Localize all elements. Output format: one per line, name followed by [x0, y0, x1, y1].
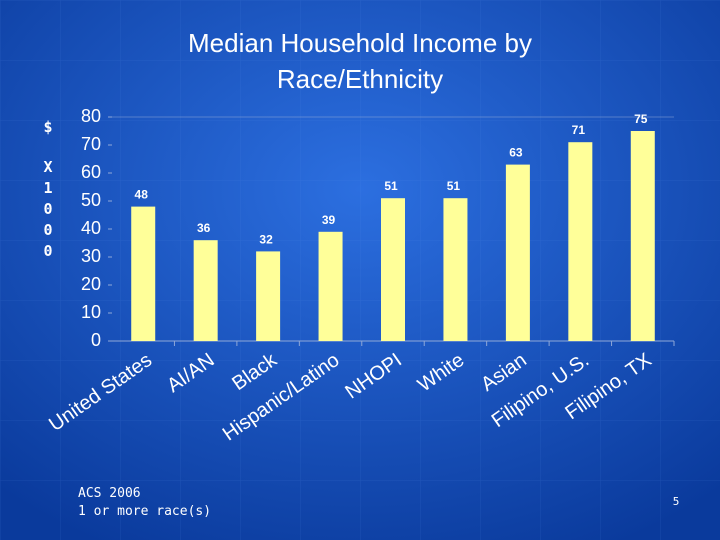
y-tick-label: 0 [91, 330, 101, 350]
value-label: 48 [135, 188, 149, 202]
value-label: 75 [634, 112, 648, 126]
value-label: 51 [447, 179, 461, 193]
value-label: 32 [259, 232, 273, 246]
note: 1 or more race(s) [78, 504, 211, 519]
page-number: 5 [673, 495, 680, 508]
bar [318, 231, 343, 341]
bar [193, 240, 218, 341]
value-label: 36 [197, 221, 211, 235]
y-tick-label: 20 [81, 274, 101, 294]
y-tick-label: 10 [81, 302, 101, 322]
value-label: 51 [384, 179, 398, 193]
y-tick-label: 40 [81, 218, 101, 238]
y-tick-label: 30 [81, 246, 101, 266]
value-label: 39 [322, 213, 336, 227]
value-label: 63 [509, 146, 523, 160]
note: ACS 2006 [78, 486, 141, 501]
bar [568, 142, 593, 341]
bar [381, 198, 405, 341]
bar [630, 131, 655, 341]
y-label-unit: $ [43, 118, 52, 136]
bar [256, 251, 281, 341]
y-tick-label: 50 [81, 190, 101, 210]
y-tick-label: 80 [81, 106, 101, 126]
bar [505, 164, 530, 341]
bar [443, 198, 468, 341]
y-tick-label: 70 [81, 134, 101, 154]
title-line: Race/Ethnicity [277, 64, 443, 94]
title-line: Median Household Income by [188, 28, 532, 58]
y-tick-label: 60 [81, 162, 101, 182]
value-label: 71 [572, 123, 586, 137]
bar [131, 206, 156, 341]
